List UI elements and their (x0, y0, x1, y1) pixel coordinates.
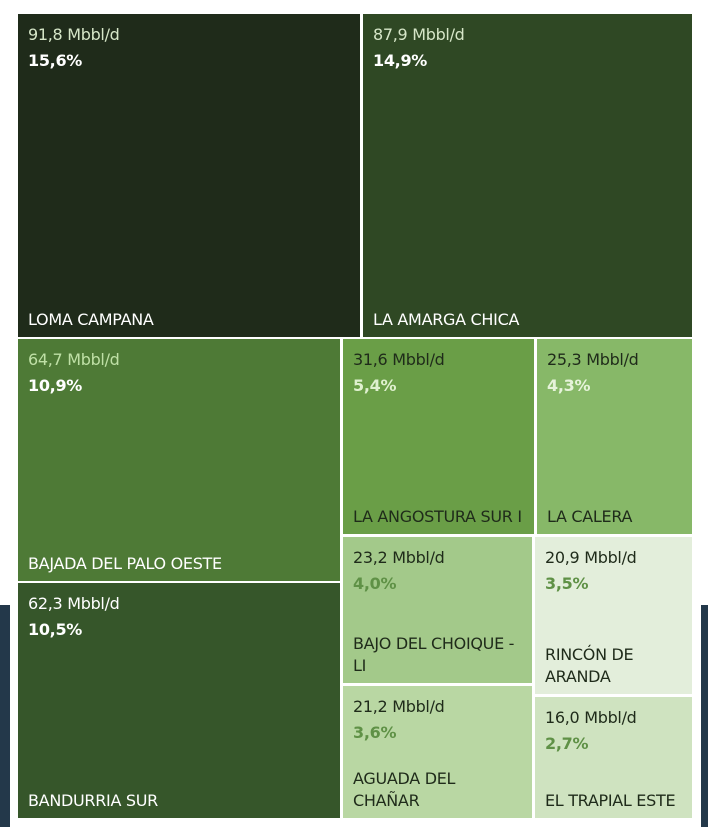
tile: 20,9 Mbbl/d 3,5% RINCÓN DE ARANDA (535, 537, 692, 694)
tile: 64,7 Mbbl/d 10,9% BAJADA DEL PALO OESTE (18, 339, 340, 581)
tile-name: RINCÓN DE ARANDA (545, 645, 634, 686)
percent-label: 4,3% (547, 376, 591, 395)
value-label: 64,7 Mbbl/d (28, 350, 120, 369)
percent-label: 4,0% (353, 574, 397, 593)
tile-name: BAJADA DEL PALO OESTE (28, 554, 222, 573)
tile: 91,8 Mbbl/d 15,6% LOMA CAMPANA (18, 14, 360, 337)
percent-label: 10,5% (28, 620, 83, 639)
tile: 87,9 Mbbl/d 14,9% LA AMARGA CHICA (363, 14, 692, 337)
value-label: 25,3 Mbbl/d (547, 350, 639, 369)
tile: 21,2 Mbbl/d 3,6% AGUADA DEL CHAÑAR (343, 686, 532, 818)
tile-name: LA AMARGA CHICA (373, 310, 520, 329)
edge-stripe (0, 605, 10, 827)
tile: 31,6 Mbbl/d 5,4% LA ANGOSTURA SUR I (343, 339, 534, 534)
value-label: 21,2 Mbbl/d (353, 697, 445, 716)
value-label: 23,2 Mbbl/d (353, 548, 445, 567)
value-label: 31,6 Mbbl/d (353, 350, 445, 369)
tile-name: EL TRAPIAL ESTE (545, 791, 676, 810)
value-label: 91,8 Mbbl/d (28, 25, 120, 44)
edge-stripe (701, 605, 708, 827)
value-label: 62,3 Mbbl/d (28, 594, 120, 613)
tile: 16,0 Mbbl/d 2,7% EL TRAPIAL ESTE (535, 697, 692, 818)
tile-name: BANDURRIA SUR (28, 791, 158, 810)
tile-name: AGUADA DEL CHAÑAR (353, 769, 456, 810)
value-label: 16,0 Mbbl/d (545, 708, 637, 727)
tile: 23,2 Mbbl/d 4,0% BAJO DEL CHOIQUE -LI (343, 537, 532, 683)
tile: 25,3 Mbbl/d 4,3% LA CALERA (537, 339, 692, 534)
tile-name: BAJO DEL CHOIQUE -LI (353, 634, 515, 675)
percent-label: 14,9% (373, 51, 428, 70)
percent-label: 3,5% (545, 574, 589, 593)
tile: 62,3 Mbbl/d 10,5% BANDURRIA SUR (18, 583, 340, 818)
value-label: 20,9 Mbbl/d (545, 548, 637, 567)
percent-label: 10,9% (28, 376, 83, 395)
percent-label: 15,6% (28, 51, 83, 70)
percent-label: 3,6% (353, 723, 397, 742)
percent-label: 5,4% (353, 376, 397, 395)
tile-name: LA ANGOSTURA SUR I (353, 507, 522, 526)
tile-name: LOMA CAMPANA (28, 310, 154, 329)
value-label: 87,9 Mbbl/d (373, 25, 465, 44)
percent-label: 2,7% (545, 734, 589, 753)
tile-name: LA CALERA (547, 507, 633, 526)
